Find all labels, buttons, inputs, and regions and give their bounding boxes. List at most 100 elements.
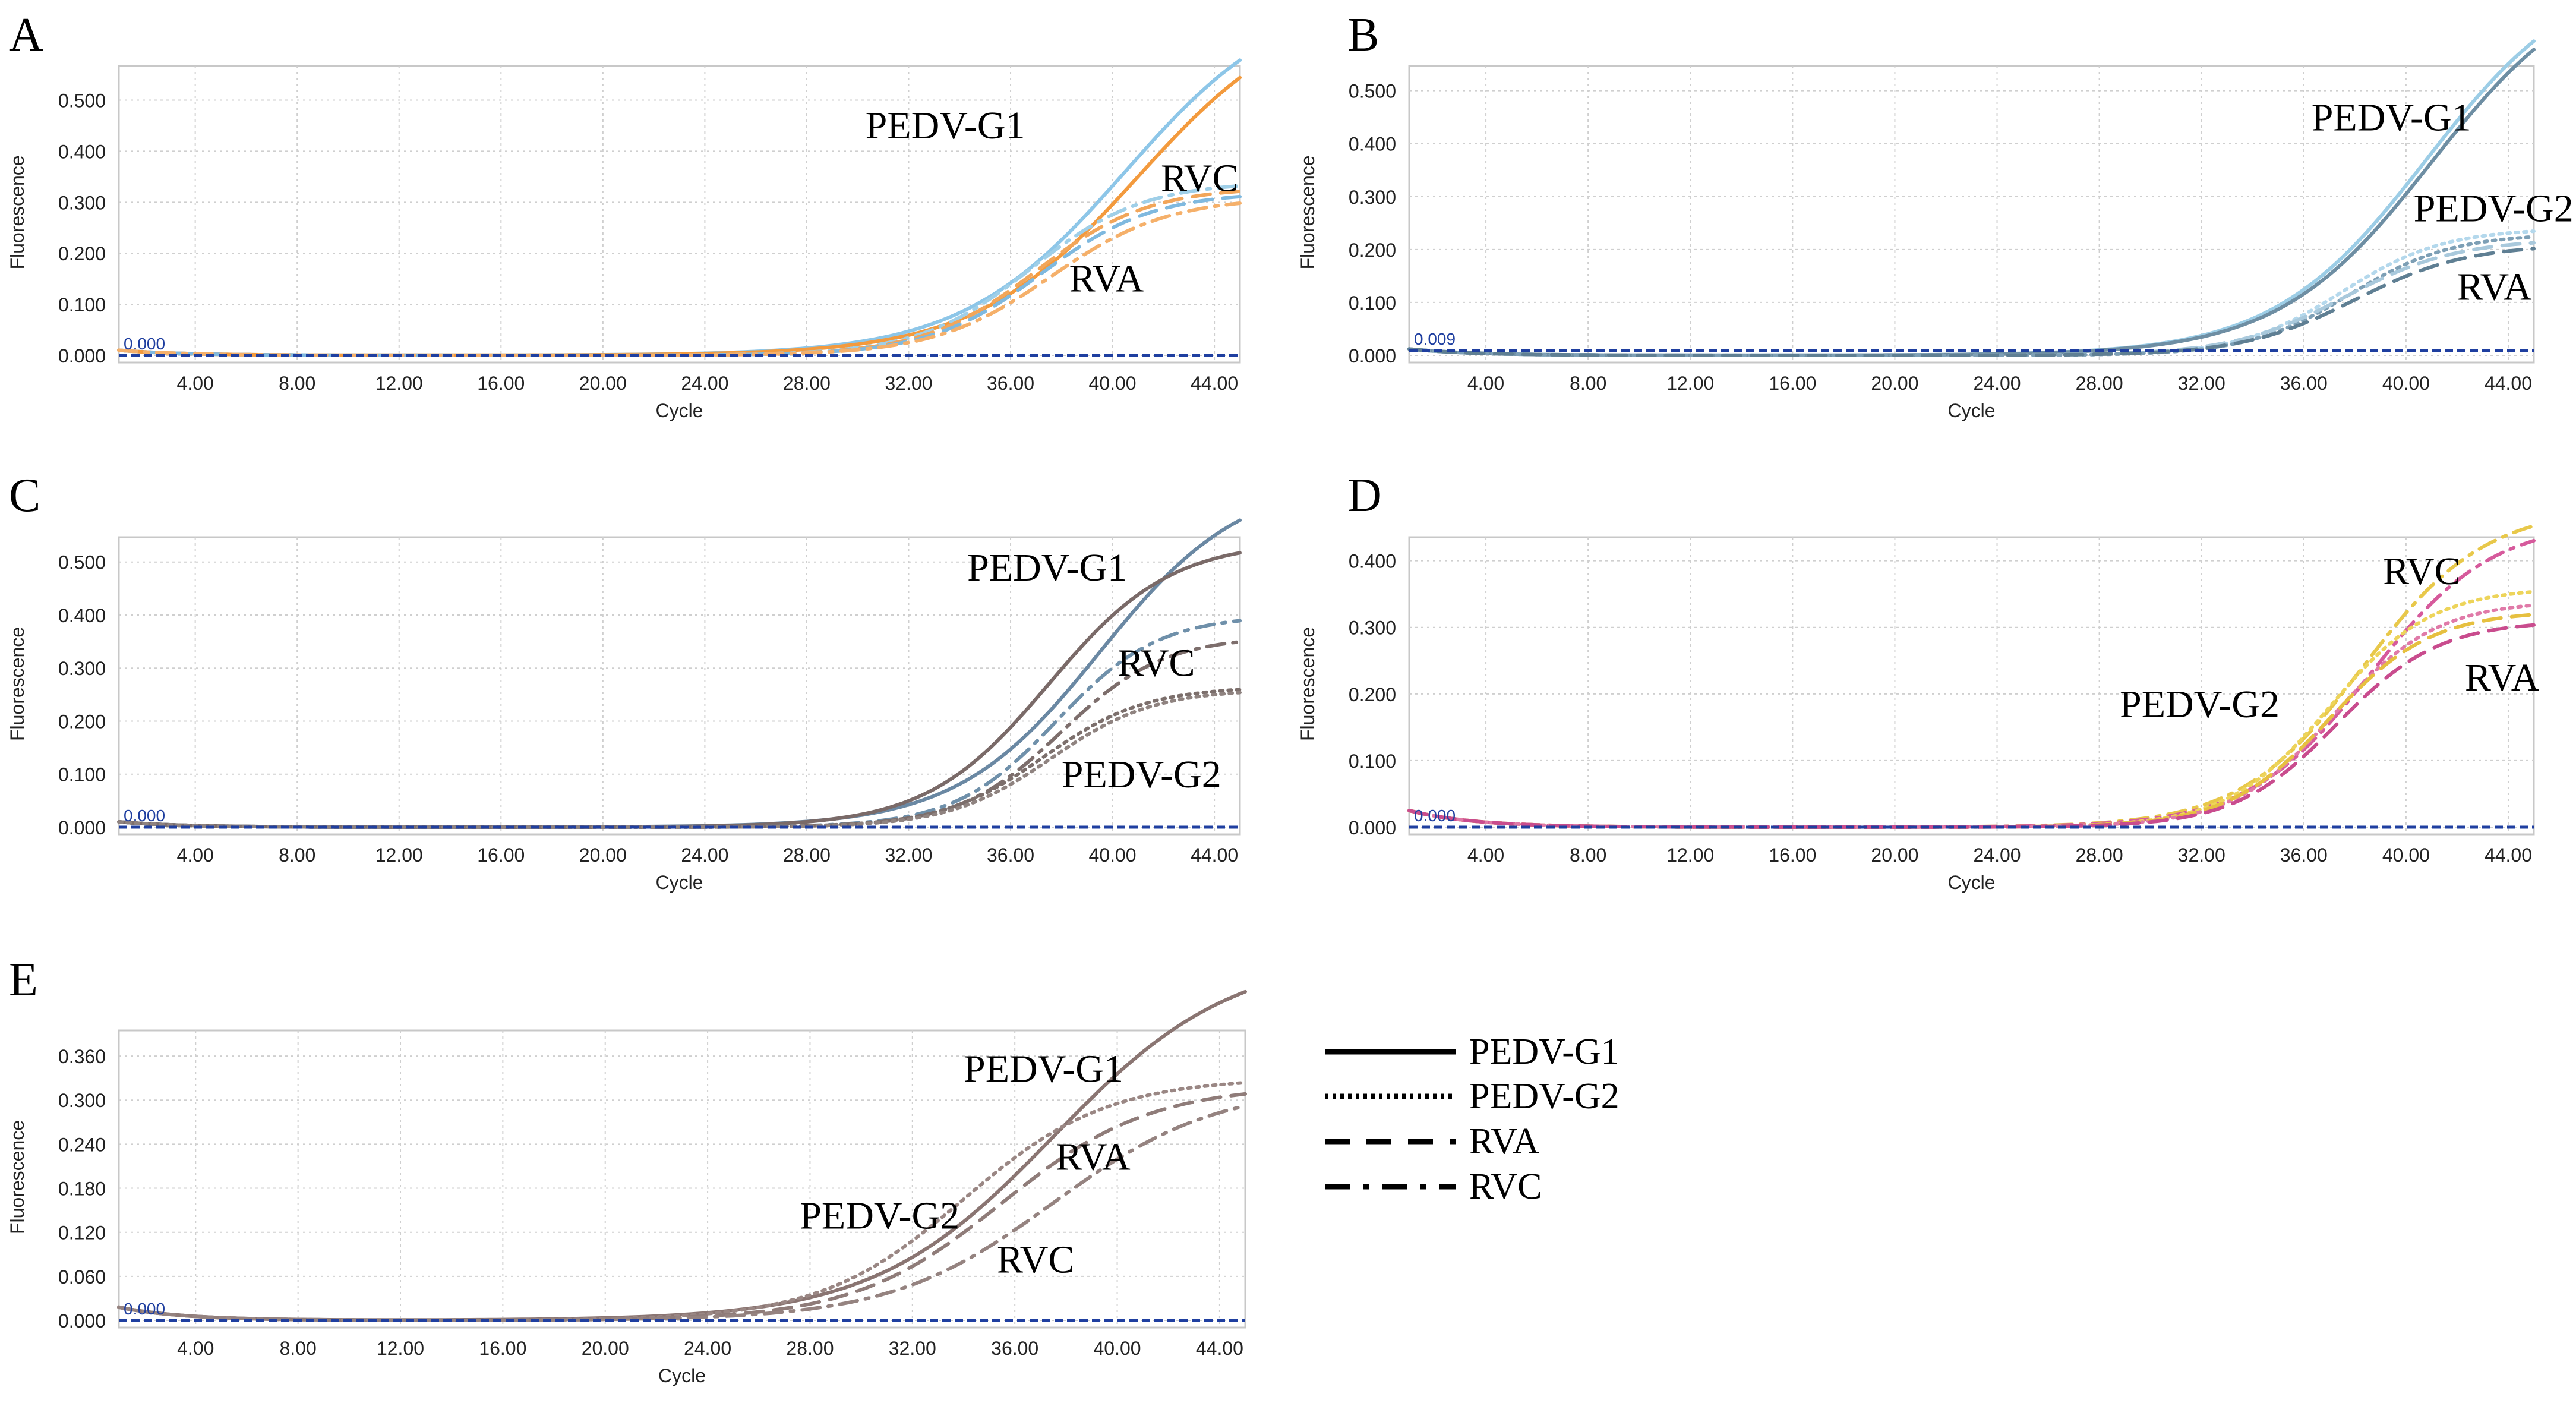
annotation-rva: RVA xyxy=(1069,257,1144,301)
x-tick-label: 44.00 xyxy=(1191,844,1238,866)
plot-frame xyxy=(118,536,1241,836)
annotation-rva: RVA xyxy=(2465,656,2540,699)
annotation-rvc: RVC xyxy=(1161,156,1238,200)
y-tick-label: 0.300 xyxy=(1349,187,1396,208)
x-tick-label: 24.00 xyxy=(1973,844,2021,866)
y-axis-title: Fluorescence xyxy=(7,627,28,741)
y-tick-label: 0.000 xyxy=(58,1310,106,1332)
x-tick-label: 44.00 xyxy=(2485,373,2532,394)
x-tick-label: 24.00 xyxy=(681,844,728,866)
annotation-rva: RVA xyxy=(2457,265,2532,308)
y-tick-label: 0.300 xyxy=(58,192,106,213)
x-tick-label: 4.00 xyxy=(177,373,214,394)
x-tick-label: 44.00 xyxy=(1191,373,1238,394)
y-tick-label: 0.500 xyxy=(1349,81,1396,102)
panel-a: A 4.00 8.00 12.00 16.00 20.00 24.00 28.00 32.00 3… xyxy=(7,9,1242,421)
x-tick-label: 4.00 xyxy=(1467,844,1504,866)
legend-label-pedv-g1: PEDV-G1 xyxy=(1469,1032,1620,1072)
x-axis-title: Cycle xyxy=(1947,400,1995,421)
x-axis-title: Cycle xyxy=(655,400,703,421)
legend-label-rva: RVA xyxy=(1469,1121,1539,1162)
plot-frame xyxy=(118,65,1241,364)
x-tick-label: 16.00 xyxy=(477,844,525,866)
y-tick-label: 0.500 xyxy=(58,90,106,112)
x-tick-label: 16.00 xyxy=(1769,844,1816,866)
x-tick-label: 24.00 xyxy=(1973,373,2021,394)
panel-e: E 4.00 8.00 12.00 16.00 20.00 24.00 28.00 32.00 3… xyxy=(7,954,1247,1386)
y-axis-title: Fluorescence xyxy=(1297,627,1318,741)
series-line-rva xyxy=(117,201,1242,357)
x-tick-label: 40.00 xyxy=(2382,844,2430,866)
panel-d: D 4.00 8.00 12.00 16.00 20.00 24.00 28.00 32.00 3… xyxy=(1297,469,2540,893)
plot-frame xyxy=(118,1029,1246,1329)
annotation-pedv-g2: PEDV-G2 xyxy=(2120,683,2280,726)
x-axis-title: Cycle xyxy=(658,1365,706,1386)
x-tick-label: 12.00 xyxy=(1666,373,1714,394)
x-tick-label: 16.00 xyxy=(1769,373,1816,394)
y-tick-label: 0.400 xyxy=(1349,134,1396,155)
x-tick-label: 12.00 xyxy=(1666,844,1714,866)
y-tick-label: 0.000 xyxy=(58,345,106,367)
y-tick-label: 0.400 xyxy=(1349,551,1396,572)
y-tick-label: 0.200 xyxy=(58,711,106,732)
x-tick-label: 16.00 xyxy=(477,373,525,394)
y-tick-label: 0.120 xyxy=(58,1222,106,1244)
x-tick-label: 32.00 xyxy=(885,373,932,394)
x-tick-label: 20.00 xyxy=(1871,373,1918,394)
x-tick-label: 8.00 xyxy=(1570,373,1606,394)
x-tick-label: 32.00 xyxy=(885,844,932,866)
plot-frame xyxy=(1408,536,2535,836)
x-tick-label: 40.00 xyxy=(1094,1338,1141,1359)
annotation-pedv-g2: PEDV-G2 xyxy=(2414,187,2574,231)
annotation-pedv-g2: PEDV-G2 xyxy=(800,1194,959,1238)
panel-c: C 4.00 8.00 12.00 16.00 20.00 24.00 28.00 32.00 3… xyxy=(7,469,1242,893)
annotation-pedv-g2: PEDV-G2 xyxy=(1062,753,1221,796)
annotation-pedv-g1: PEDV-G1 xyxy=(2312,96,2471,139)
x-tick-label: 28.00 xyxy=(783,373,831,394)
x-tick-label: 4.00 xyxy=(177,844,214,866)
y-tick-label: 0.200 xyxy=(1349,239,1396,261)
x-tick-label: 8.00 xyxy=(1570,844,1606,866)
x-tick-label: 28.00 xyxy=(783,844,831,866)
y-tick-label: 0.100 xyxy=(1349,292,1396,314)
y-tick-label: 0.100 xyxy=(58,294,106,316)
panel-label: C xyxy=(9,469,40,522)
y-tick-label: 0.400 xyxy=(58,605,106,626)
y-tick-label: 0.000 xyxy=(1349,345,1396,367)
x-tick-label: 8.00 xyxy=(279,1338,316,1359)
x-tick-label: 36.00 xyxy=(2280,373,2328,394)
legend-label-pedv-g2: PEDV-G2 xyxy=(1469,1076,1620,1117)
panel-label: E xyxy=(9,954,38,1006)
y-tick-label: 0.360 xyxy=(58,1046,106,1067)
x-tick-label: 40.00 xyxy=(1089,844,1137,866)
threshold-label: 0.000 xyxy=(124,335,165,353)
x-tick-label: 28.00 xyxy=(2076,373,2123,394)
x-tick-label: 20.00 xyxy=(579,844,627,866)
annotation-pedv-g1: PEDV-G1 xyxy=(967,546,1127,589)
x-tick-label: 24.00 xyxy=(681,373,728,394)
x-tick-label: 4.00 xyxy=(1467,373,1504,394)
x-tick-label: 28.00 xyxy=(786,1338,834,1359)
y-tick-label: 0.100 xyxy=(1349,751,1396,772)
x-axis-title: Cycle xyxy=(1947,872,1995,893)
x-tick-label: 12.00 xyxy=(375,373,423,394)
legend-label-rvc: RVC xyxy=(1469,1166,1542,1207)
y-axis-title: Fluorescence xyxy=(1297,155,1318,269)
x-tick-label: 20.00 xyxy=(1871,844,1918,866)
annotation-pedv-g1: PEDV-G1 xyxy=(964,1047,1123,1090)
x-tick-label: 32.00 xyxy=(889,1338,936,1359)
y-axis-title: Fluorescence xyxy=(7,155,28,269)
panel-label: D xyxy=(1347,469,1382,522)
panels: A 4.00 8.00 12.00 16.00 20.00 24.00 28.00 32.00 3… xyxy=(7,9,2574,1386)
y-tick-label: 0.180 xyxy=(58,1178,106,1200)
y-tick-label: 0.300 xyxy=(1349,617,1396,639)
y-tick-label: 0.100 xyxy=(58,764,106,786)
x-tick-label: 12.00 xyxy=(375,844,423,866)
y-tick-label: 0.300 xyxy=(58,658,106,679)
x-tick-label: 40.00 xyxy=(2382,373,2430,394)
x-tick-label: 40.00 xyxy=(1089,373,1137,394)
annotation-rvc: RVC xyxy=(997,1238,1074,1282)
threshold-label: 0.000 xyxy=(124,1300,165,1318)
y-tick-label: 0.200 xyxy=(58,243,106,264)
panel-label: A xyxy=(9,9,43,61)
